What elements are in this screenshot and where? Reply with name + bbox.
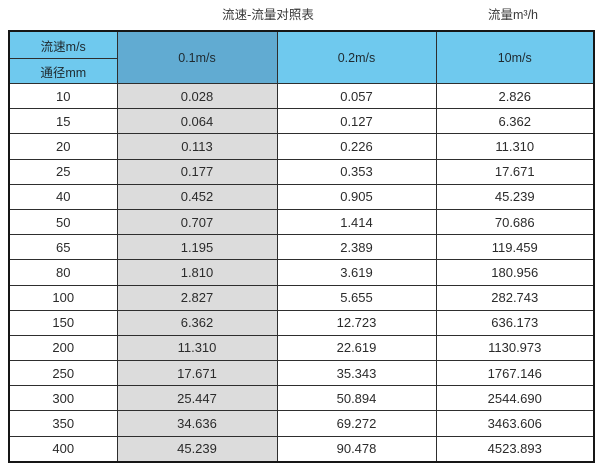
value-0.1ms-cell: 2.827 bbox=[116, 284, 278, 311]
value-0.2ms-cell: 0.226 bbox=[276, 133, 437, 160]
diameter-cell: 400 bbox=[8, 435, 118, 463]
table-row: 350 34.636 69.272 3463.606 bbox=[8, 410, 595, 437]
value-0.1ms-cell: 17.671 bbox=[116, 360, 278, 387]
column-header-10ms: 10m/s bbox=[435, 30, 595, 84]
value-10ms-cell: 1767.146 bbox=[435, 360, 595, 387]
table-row: 150 6.362 12.723 636.173 bbox=[8, 309, 595, 336]
value-0.2ms-cell: 0.905 bbox=[276, 183, 437, 210]
value-0.1ms-cell: 25.447 bbox=[116, 385, 278, 412]
diameter-cell: 300 bbox=[8, 385, 118, 412]
value-0.1ms-cell: 45.239 bbox=[116, 435, 278, 463]
diameter-cell: 50 bbox=[8, 208, 118, 236]
value-10ms-cell: 6.362 bbox=[435, 108, 595, 135]
diameter-cell: 100 bbox=[8, 284, 118, 311]
value-10ms-cell: 180.956 bbox=[435, 259, 595, 286]
value-0.1ms-cell: 1.195 bbox=[116, 234, 278, 261]
value-0.2ms-cell: 3.619 bbox=[276, 259, 437, 286]
table-row: 10 0.028 0.057 2.826 bbox=[8, 82, 595, 110]
table-row: 250 17.671 35.343 1767.146 bbox=[8, 360, 595, 387]
table-row: 200 11.310 22.619 1130.973 bbox=[8, 334, 595, 362]
table-row: 400 45.239 90.478 4523.893 bbox=[8, 435, 595, 463]
table-row: 50 0.707 1.414 70.686 bbox=[8, 208, 595, 236]
table-row: 100 2.827 5.655 282.743 bbox=[8, 284, 595, 311]
diameter-cell: 150 bbox=[8, 309, 118, 336]
value-0.2ms-cell: 22.619 bbox=[276, 334, 437, 362]
diameter-cell: 25 bbox=[8, 158, 118, 185]
diameter-cell: 200 bbox=[8, 334, 118, 362]
diameter-cell: 250 bbox=[8, 360, 118, 387]
value-0.1ms-cell: 0.452 bbox=[116, 183, 278, 210]
value-10ms-cell: 4523.893 bbox=[435, 435, 595, 463]
value-10ms-cell: 2.826 bbox=[435, 82, 595, 110]
value-0.2ms-cell: 35.343 bbox=[276, 360, 437, 387]
value-0.2ms-cell: 90.478 bbox=[276, 435, 437, 463]
diameter-cell: 15 bbox=[8, 108, 118, 135]
value-0.2ms-cell: 69.272 bbox=[276, 410, 437, 437]
value-10ms-cell: 1130.973 bbox=[435, 334, 595, 362]
value-0.2ms-cell: 5.655 bbox=[276, 284, 437, 311]
value-0.2ms-cell: 0.057 bbox=[276, 82, 437, 110]
diameter-corner-label: 通径mm bbox=[8, 58, 118, 84]
table-row: 25 0.177 0.353 17.671 bbox=[8, 158, 595, 185]
value-0.2ms-cell: 1.414 bbox=[276, 208, 437, 236]
diameter-cell: 20 bbox=[8, 133, 118, 160]
value-0.1ms-cell: 0.113 bbox=[116, 133, 278, 160]
value-0.1ms-cell: 11.310 bbox=[116, 334, 278, 362]
column-header-0.1ms: 0.1m/s bbox=[116, 30, 278, 84]
value-10ms-cell: 119.459 bbox=[435, 234, 595, 261]
value-0.1ms-cell: 1.810 bbox=[116, 259, 278, 286]
header-row-bottom: 通径mm bbox=[8, 58, 594, 84]
value-0.1ms-cell: 0.177 bbox=[116, 158, 278, 185]
value-10ms-cell: 17.671 bbox=[435, 158, 595, 185]
value-0.2ms-cell: 2.389 bbox=[276, 234, 437, 261]
value-10ms-cell: 45.239 bbox=[435, 183, 595, 210]
table-row: 20 0.113 0.226 11.310 bbox=[8, 133, 595, 160]
value-0.2ms-cell: 0.353 bbox=[276, 158, 437, 185]
diameter-cell: 350 bbox=[8, 410, 118, 437]
diameter-cell: 10 bbox=[8, 82, 118, 110]
value-0.1ms-cell: 6.362 bbox=[116, 309, 278, 336]
header-row-top: 流速m/s 0.1m/s 0.2m/s 10m/s bbox=[8, 30, 595, 84]
table-title: 流速-流量对照表 bbox=[222, 8, 314, 22]
value-0.1ms-cell: 0.028 bbox=[116, 82, 278, 110]
value-10ms-cell: 3463.606 bbox=[435, 410, 595, 437]
column-header-0.2ms: 0.2m/s bbox=[276, 30, 437, 84]
value-10ms-cell: 11.310 bbox=[435, 133, 595, 160]
diameter-cell: 80 bbox=[8, 259, 118, 286]
flow-rate-table: 流速m/s 0.1m/s 0.2m/s 10m/s 通径mm 10 0.028 0.… bbox=[8, 30, 595, 463]
diameter-cell: 40 bbox=[8, 183, 118, 210]
diameter-cell: 65 bbox=[8, 234, 118, 261]
value-0.1ms-cell: 34.636 bbox=[116, 410, 278, 437]
value-10ms-cell: 2544.690 bbox=[435, 385, 595, 412]
value-0.1ms-cell: 0.064 bbox=[116, 108, 278, 135]
value-0.1ms-cell: 0.707 bbox=[116, 208, 278, 236]
value-0.2ms-cell: 0.127 bbox=[276, 108, 437, 135]
value-10ms-cell: 282.743 bbox=[435, 284, 595, 311]
value-0.2ms-cell: 12.723 bbox=[276, 309, 437, 336]
value-0.2ms-cell: 50.894 bbox=[276, 385, 437, 412]
table-body: 10 0.028 0.057 2.826 15 0.064 0.127 6.362 20 0.11… bbox=[8, 82, 595, 463]
value-10ms-cell: 70.686 bbox=[435, 208, 595, 236]
flow-unit-label: 流量m³/h bbox=[487, 8, 539, 22]
table-row: 40 0.452 0.905 45.239 bbox=[8, 183, 595, 210]
table-row: 15 0.064 0.127 6.362 bbox=[8, 108, 595, 135]
table-row: 65 1.195 2.389 119.459 bbox=[8, 234, 595, 261]
table-row: 80 1.810 3.619 180.956 bbox=[8, 259, 595, 286]
table-row: 300 25.447 50.894 2544.690 bbox=[8, 385, 595, 412]
velocity-corner-label: 流速m/s bbox=[8, 30, 118, 59]
table-header: 流速m/s 0.1m/s 0.2m/s 10m/s 通径mm bbox=[8, 30, 595, 84]
value-10ms-cell: 636.173 bbox=[435, 309, 595, 336]
